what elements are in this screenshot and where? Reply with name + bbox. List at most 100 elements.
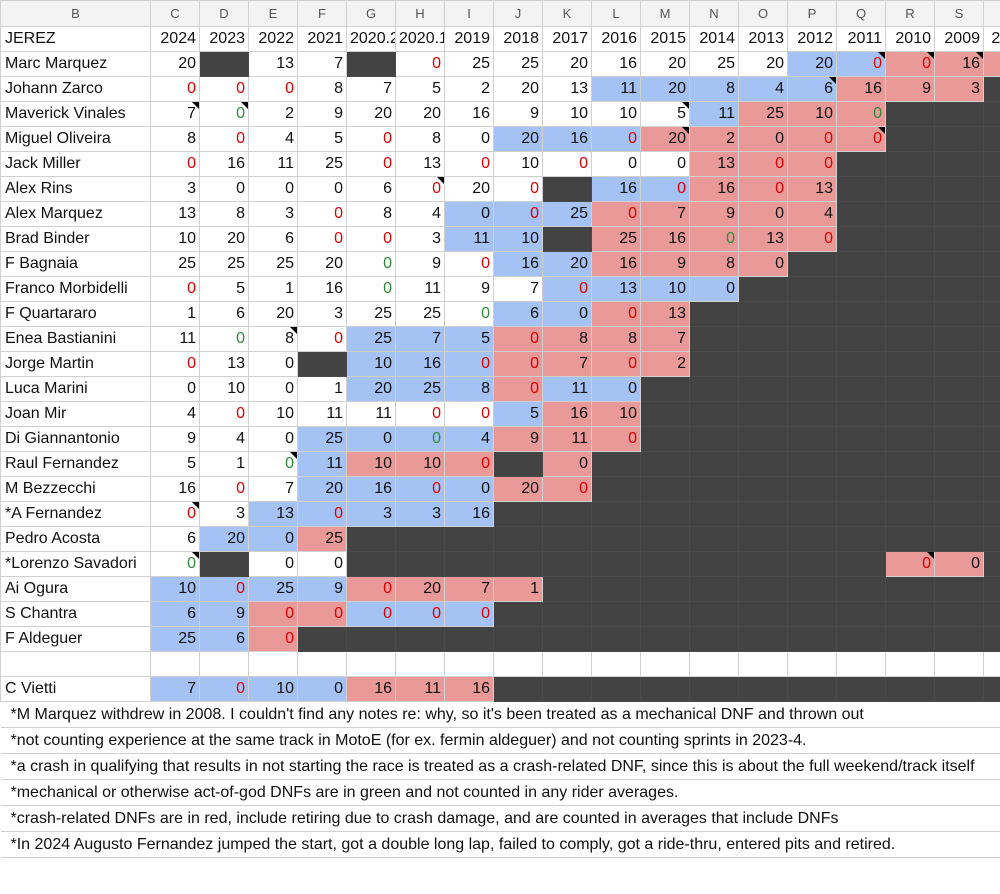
result-cell[interactable]: 25 bbox=[395, 301, 445, 327]
result-cell[interactable]: 0 bbox=[640, 176, 690, 202]
result-cell[interactable] bbox=[787, 451, 837, 477]
result-cell[interactable] bbox=[934, 351, 984, 377]
result-cell[interactable]: 0 bbox=[297, 501, 347, 527]
result-cell[interactable]: 6 bbox=[150, 601, 200, 627]
result-cell[interactable]: 25 bbox=[738, 101, 788, 127]
empty-cell[interactable] bbox=[0, 651, 151, 677]
result-cell[interactable]: 0 bbox=[493, 201, 543, 227]
result-cell[interactable] bbox=[689, 601, 739, 627]
result-cell[interactable]: 13 bbox=[150, 201, 200, 227]
result-cell[interactable]: 10 bbox=[150, 226, 200, 252]
result-cell[interactable]: 20 bbox=[297, 476, 347, 502]
result-cell[interactable] bbox=[934, 451, 984, 477]
result-cell[interactable]: 10 bbox=[150, 576, 200, 602]
result-cell[interactable]: 8 bbox=[395, 126, 445, 152]
year-header-cell[interactable]: 2014 bbox=[689, 26, 739, 52]
result-cell[interactable] bbox=[640, 401, 690, 427]
result-cell[interactable]: 0 bbox=[248, 176, 298, 202]
result-cell[interactable]: 10 bbox=[395, 451, 445, 477]
result-cell[interactable]: 9 bbox=[297, 101, 347, 127]
result-cell[interactable]: 0 bbox=[395, 601, 445, 627]
result-cell[interactable]: 0 bbox=[346, 276, 396, 302]
result-cell[interactable] bbox=[395, 526, 445, 552]
result-cell[interactable] bbox=[983, 426, 1000, 452]
empty-cell[interactable] bbox=[836, 651, 886, 677]
result-cell[interactable] bbox=[983, 151, 1000, 177]
result-cell[interactable]: 0 bbox=[444, 351, 494, 377]
empty-cell[interactable] bbox=[787, 651, 837, 677]
result-cell[interactable]: 7 bbox=[444, 576, 494, 602]
result-cell[interactable] bbox=[934, 626, 984, 652]
year-header-cell[interactable]: 2008 bbox=[983, 26, 1000, 52]
result-cell[interactable]: 25 bbox=[395, 376, 445, 402]
result-cell[interactable] bbox=[591, 626, 641, 652]
result-cell[interactable]: 13 bbox=[248, 501, 298, 527]
result-cell[interactable]: 10 bbox=[787, 101, 837, 127]
result-cell[interactable]: 11 bbox=[395, 676, 445, 702]
result-cell[interactable]: 10 bbox=[248, 676, 298, 702]
result-cell[interactable] bbox=[836, 201, 886, 227]
rider-name-cell[interactable]: Joan Mir bbox=[0, 401, 151, 427]
result-cell[interactable] bbox=[787, 426, 837, 452]
result-cell[interactable]: 0 bbox=[444, 301, 494, 327]
result-cell[interactable] bbox=[591, 476, 641, 502]
result-cell[interactable] bbox=[689, 576, 739, 602]
column-header-O[interactable]: O bbox=[738, 0, 788, 27]
result-cell[interactable]: 20 bbox=[493, 476, 543, 502]
result-cell[interactable] bbox=[983, 601, 1000, 627]
result-cell[interactable] bbox=[983, 276, 1000, 302]
result-cell[interactable]: 5 bbox=[493, 401, 543, 427]
result-cell[interactable] bbox=[836, 526, 886, 552]
result-cell[interactable] bbox=[689, 426, 739, 452]
result-cell[interactable] bbox=[787, 676, 837, 702]
result-cell[interactable]: 9 bbox=[493, 101, 543, 127]
result-cell[interactable]: 0 bbox=[199, 576, 249, 602]
result-cell[interactable] bbox=[983, 401, 1000, 427]
column-header-D[interactable]: D bbox=[199, 0, 249, 27]
result-cell[interactable]: 20 bbox=[493, 76, 543, 102]
column-header-Q[interactable]: Q bbox=[836, 0, 886, 27]
result-cell[interactable] bbox=[689, 676, 739, 702]
result-cell[interactable]: 25 bbox=[150, 626, 200, 652]
rider-name-cell[interactable]: Jorge Martin bbox=[0, 351, 151, 377]
empty-cell[interactable] bbox=[297, 651, 347, 677]
result-cell[interactable]: 3 bbox=[934, 76, 984, 102]
result-cell[interactable]: 3 bbox=[346, 501, 396, 527]
result-cell[interactable]: 0 bbox=[395, 476, 445, 502]
result-cell[interactable]: 16 bbox=[542, 126, 592, 152]
result-cell[interactable] bbox=[836, 601, 886, 627]
result-cell[interactable]: 0 bbox=[885, 551, 935, 577]
column-header-B[interactable]: B bbox=[0, 0, 151, 27]
result-cell[interactable]: 0 bbox=[591, 301, 641, 327]
result-cell[interactable]: 11 bbox=[346, 401, 396, 427]
result-cell[interactable]: 13 bbox=[689, 151, 739, 177]
result-cell[interactable]: 25 bbox=[248, 576, 298, 602]
result-cell[interactable] bbox=[640, 626, 690, 652]
result-cell[interactable]: 7 bbox=[493, 276, 543, 302]
result-cell[interactable]: 20 bbox=[199, 526, 249, 552]
result-cell[interactable]: 13 bbox=[738, 226, 788, 252]
result-cell[interactable] bbox=[885, 351, 935, 377]
result-cell[interactable]: 0 bbox=[444, 451, 494, 477]
result-cell[interactable]: 0 bbox=[738, 126, 788, 152]
year-header-cell[interactable]: 2023 bbox=[199, 26, 249, 52]
year-header-cell[interactable]: 2015 bbox=[640, 26, 690, 52]
result-cell[interactable]: 13 bbox=[542, 76, 592, 102]
result-cell[interactable]: 0 bbox=[199, 126, 249, 152]
result-cell[interactable]: 5 bbox=[395, 76, 445, 102]
result-cell[interactable]: 0 bbox=[395, 51, 445, 77]
note-cell[interactable]: *mechanical or otherwise act-of-god DNFs… bbox=[0, 779, 1000, 806]
result-cell[interactable]: 0 bbox=[738, 151, 788, 177]
result-cell[interactable] bbox=[836, 551, 886, 577]
rider-name-cell[interactable]: M Bezzecchi bbox=[0, 476, 151, 502]
year-header-cell[interactable]: 2016 bbox=[591, 26, 641, 52]
result-cell[interactable]: 0 bbox=[346, 226, 396, 252]
result-cell[interactable]: 25 bbox=[689, 51, 739, 77]
column-header-K[interactable]: K bbox=[542, 0, 592, 27]
result-cell[interactable] bbox=[885, 326, 935, 352]
result-cell[interactable] bbox=[983, 576, 1000, 602]
result-cell[interactable]: 1 bbox=[150, 301, 200, 327]
result-cell[interactable] bbox=[689, 476, 739, 502]
year-header-cell[interactable]: 2010 bbox=[885, 26, 935, 52]
result-cell[interactable] bbox=[836, 476, 886, 502]
